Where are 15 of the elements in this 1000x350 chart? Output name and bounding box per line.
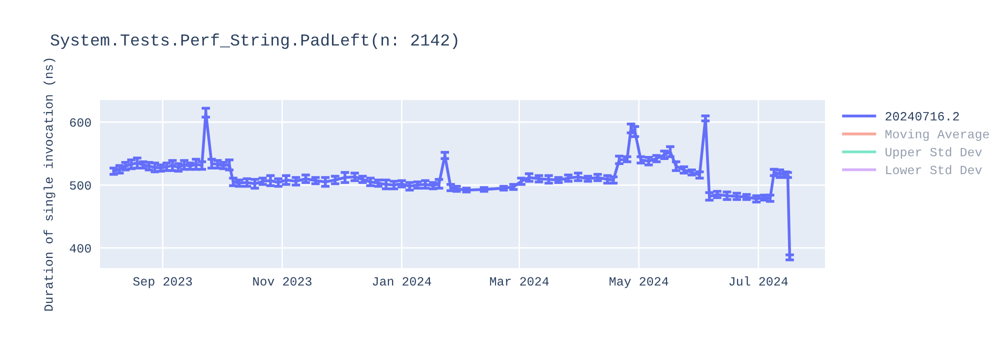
legend-label: Upper Std Dev (886, 147, 982, 159)
x-tick-label: Sep 2023 (133, 277, 192, 288)
y-tick-label: 400 (70, 244, 91, 253)
legend-label: Moving Average (886, 129, 989, 141)
y-tick-label: 500 (70, 181, 91, 190)
x-tick-label: Jul 2024 (729, 276, 788, 286)
legend-label: 20240716.2 (886, 112, 959, 121)
y-axis-title: Duration of single invocation (ns) (44, 58, 56, 311)
x-tick-label: Mar 2024 (490, 277, 549, 286)
chart-title: System.Tests.Perf_String.PadLeft(n: 2142) (50, 33, 458, 49)
legend-label: Lower Std Dev (886, 165, 982, 174)
x-tick-label: Jan 2024 (372, 277, 432, 286)
y-tick-label: 600 (70, 118, 91, 127)
x-tick-label: Nov 2023 (253, 277, 312, 286)
x-tick-label: May 2024 (610, 277, 668, 288)
